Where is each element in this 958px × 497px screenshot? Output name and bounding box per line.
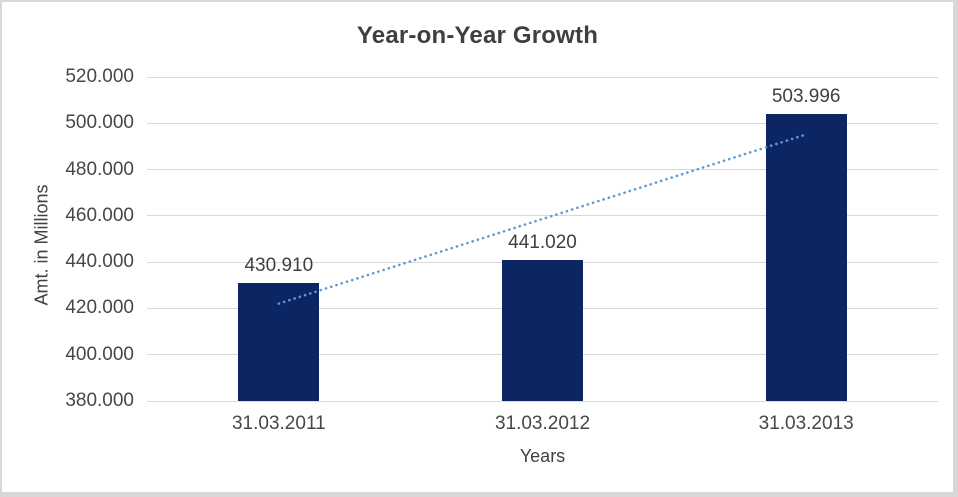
bar-31.03.2012	[502, 259, 583, 401]
gridline	[147, 400, 938, 402]
x-category-label: 31.03.2011	[231, 413, 326, 434]
bar-31.03.2013	[765, 114, 847, 401]
y-tick-label: 460.000	[65, 204, 134, 226]
gridline	[147, 215, 938, 217]
x-axis-category-labels: 31.03.2011 31.03.2012 31.03.2013	[147, 413, 938, 437]
y-tick-label: 400.000	[65, 343, 134, 365]
bar-data-label: 503.996	[771, 86, 841, 108]
gridline	[147, 122, 938, 124]
y-tick-label: 520.000	[65, 66, 134, 87]
x-axis-title: Years	[519, 446, 566, 466]
plot-area: 430.910 441.020 503.996	[147, 76, 938, 402]
gridline	[147, 169, 938, 171]
y-tick-label: 380.000	[65, 390, 134, 411]
y-tick-label: 420.000	[65, 297, 134, 319]
y-tick-label: 500.000	[65, 112, 134, 134]
bar-data-label: 441.020	[508, 231, 577, 253]
chart-title: Year-on-Year Growth	[356, 22, 599, 49]
x-category-label: 31.03.2012	[494, 413, 591, 434]
bar-data-label: 430.910	[244, 255, 314, 277]
y-axis-tick-labels: 520.000 500.000 480.000 460.000 440.000 420.0…	[2, 66, 134, 411]
trendline	[277, 133, 808, 305]
y-tick-label: 480.000	[65, 158, 134, 180]
gridline	[147, 76, 938, 78]
trendline-path	[277, 133, 808, 305]
y-tick-label: 440.000	[65, 251, 134, 273]
x-category-label: 31.03.2013	[758, 413, 854, 434]
